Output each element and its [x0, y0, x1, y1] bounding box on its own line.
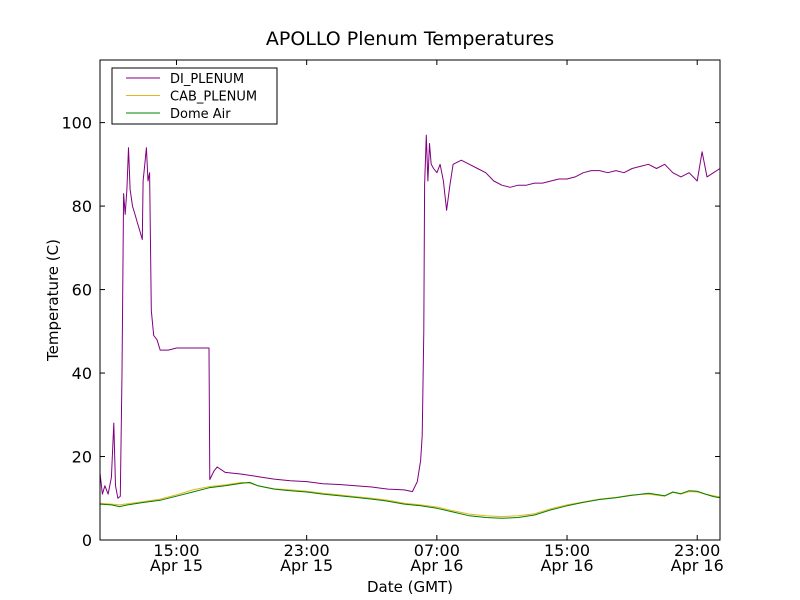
legend: DI_PLENUM CAB_PLENUM Dome Air [111, 67, 278, 125]
y-tick-label: 20 [72, 448, 92, 467]
x-axis-label: Date (GMT) [367, 578, 453, 596]
y-tick-label: 100 [61, 114, 92, 133]
y-tick-label: 60 [72, 281, 92, 300]
x-tick-label-time: 23:00 [674, 541, 720, 560]
x-tick-label-time: 07:00 [414, 541, 460, 560]
x-tick-label-time: 15:00 [153, 541, 199, 560]
legend-label: DI_PLENUM [170, 72, 244, 87]
x-tick-label-date: Apr 16 [671, 556, 724, 575]
x-tick-label-date: Apr 16 [540, 556, 593, 575]
y-tick-label: 0 [82, 531, 92, 550]
legend-label: CAB_PLENUM [170, 90, 257, 105]
chart-title: APOLLO Plenum Temperatures [266, 28, 554, 50]
plot-frame [99, 59, 721, 541]
y-axis-label: Temperature (C) [44, 239, 62, 362]
y-tick-label: 80 [72, 197, 92, 216]
y-tick-label: 40 [72, 364, 92, 383]
x-tick-label-time: 23:00 [284, 541, 330, 560]
x-tick-label-date: Apr 16 [410, 556, 463, 575]
x-tick-label-time: 15:00 [544, 541, 590, 560]
series-line-cab-plenum [99, 481, 721, 518]
series-layer [99, 134, 721, 519]
x-tick-label-date: Apr 15 [280, 556, 333, 575]
x-tick-label-date: Apr 15 [150, 556, 203, 575]
series-line-dome-air [99, 481, 721, 519]
series-line-di-plenum [99, 134, 721, 499]
legend-label: Dome Air [170, 107, 231, 122]
